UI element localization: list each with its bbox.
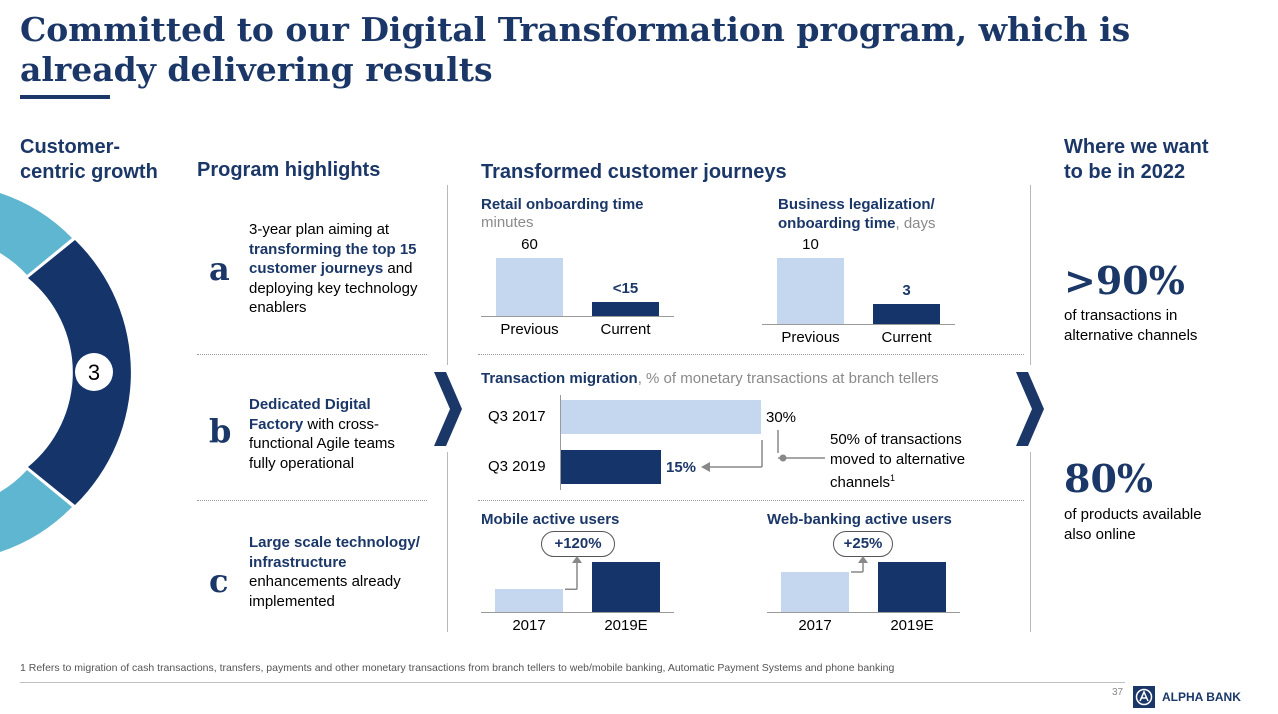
migration-chart: Q3 2017 30% Q3 2019 15% (481, 395, 811, 495)
separator-left-top (447, 185, 448, 365)
highlight-letter-b: b (209, 412, 232, 450)
goals-heading: Where we want to be in 2022 (1064, 136, 1209, 183)
migration-value-1: 15% (666, 459, 697, 476)
migration-value-0: 30% (766, 409, 797, 426)
web-chart-bar-1 (878, 562, 946, 612)
progress-ring: 3 (0, 193, 131, 552)
mobile-title: Mobile active users (481, 511, 620, 528)
migration-arrow (701, 430, 825, 472)
mobile-chart: 2017 2019E +120% (481, 530, 681, 640)
ring-segment-4 (0, 470, 72, 552)
step-badge (75, 353, 113, 391)
mobile-chart-category-1: 2019E (604, 617, 648, 634)
business-chart-category-1: Current (881, 329, 932, 346)
customer-centric-line2: centric growth (20, 161, 158, 183)
retail-unit: minutes (481, 214, 534, 231)
highlight-letter-a: a (209, 250, 230, 288)
business-title-line2: onboarding time (778, 215, 896, 232)
journeys-heading: Transformed customer journeys (481, 161, 787, 183)
business-chart-category-0: Previous (781, 329, 840, 346)
migration-bar-1 (561, 450, 661, 484)
highlight-b-text: Dedicated Digital Factory with cross-fun… (249, 396, 395, 472)
chevron-right-icon (434, 372, 462, 446)
footer-divider (20, 682, 1125, 683)
retail-chart-category-1: Current (600, 321, 651, 338)
step-number: 3 (88, 360, 100, 385)
goal-transactions-desc: of transactions in alternative channels (1064, 307, 1198, 344)
mobile-chart-axis (481, 612, 674, 613)
mobile-chart-bar-0 (495, 589, 563, 612)
retail-chart: 60 Previous <15 Current (481, 235, 681, 355)
web-chart-category-0: 2017 (798, 617, 832, 634)
page-title: Committed to our Digital Transformation … (20, 10, 1131, 89)
retail-chart-value-0: 60 (521, 236, 538, 253)
separator-right-top (1030, 185, 1031, 365)
business-chart-bar-1 (873, 304, 940, 324)
retail-chart-bar-0 (496, 258, 563, 316)
customer-centric-label: Customer- centric growth (20, 135, 158, 185)
title-underline (20, 95, 110, 99)
business-chart-title: Business legalization/ onboarding time, … (778, 195, 936, 233)
highlight-letter-c: c (209, 562, 229, 600)
web-chart-category-1: 2019E (890, 617, 934, 634)
footnote: 1 Refers to migration of cash transactio… (20, 662, 895, 674)
retail-chart-category-0: Previous (500, 321, 559, 338)
retail-chart-axis (481, 316, 674, 317)
migration-note: 50% of transactions moved to alternative… (830, 431, 966, 491)
separator-left-bottom (447, 452, 448, 632)
goal-products-desc: of products available also online (1064, 506, 1202, 543)
migration-category-0: Q3 2017 (488, 408, 546, 425)
customer-centric-line1: Customer- (20, 136, 121, 158)
mobile-chart-growth-badge: +120% (541, 531, 615, 557)
retail-chart-value-1: <15 (612, 279, 639, 297)
migration-axis (560, 395, 561, 490)
business-chart: 10 Previous 3 Current (762, 235, 962, 355)
web-title: Web-banking active users (767, 511, 952, 528)
web-chart-growth-arrow (851, 556, 868, 573)
web-chart-bar-0 (781, 572, 849, 612)
migration-bar-0 (561, 400, 761, 434)
alpha-logo-icon (1135, 688, 1153, 706)
business-chart-axis (762, 324, 955, 325)
ring-segment-2 (0, 193, 72, 275)
business-chart-value-1: 3 (902, 282, 911, 300)
mobile-chart-category-0: 2017 (512, 617, 546, 634)
mobile-chart-growth-arrow (565, 556, 582, 591)
divider-b-c (197, 500, 427, 501)
retail-chart-title: Retail onboarding time minutes (481, 195, 644, 231)
highlight-a-text: 3-year plan aiming at transforming the t… (249, 221, 418, 316)
business-chart-bar-0 (777, 258, 844, 324)
divider-journeys-2 (478, 500, 1024, 501)
migration-title: Transaction migration, % of monetary tra… (481, 370, 939, 387)
page-number: 37 (1112, 687, 1124, 698)
alpha-bank-logo (1133, 686, 1155, 708)
mobile-chart-bar-1 (592, 562, 660, 612)
retail-chart-bar-1 (592, 301, 659, 316)
business-chart-value-0: 10 (802, 236, 819, 253)
retail-title: Retail onboarding time (481, 196, 644, 213)
goal-transactions-value: >90% (1064, 258, 1185, 303)
highlight-c-text: Large scale technology/ infrastructure e… (249, 534, 420, 610)
separator-right-bottom (1030, 452, 1031, 632)
business-title-line1: Business legalization/ (778, 196, 935, 213)
brand-name: ALPHA BANK (1162, 690, 1241, 704)
divider-journeys-1 (478, 354, 1024, 355)
chevron-right-icon-2 (1016, 372, 1044, 446)
web-chart-axis (767, 612, 960, 613)
business-unit: , days (895, 215, 936, 232)
program-highlights-heading: Program highlights (197, 159, 381, 181)
migration-category-1: Q3 2019 (488, 458, 546, 475)
divider-a-b (197, 354, 427, 355)
web-chart: 2017 2019E +25% (767, 530, 967, 640)
goal-products-value: 80% (1064, 456, 1153, 501)
